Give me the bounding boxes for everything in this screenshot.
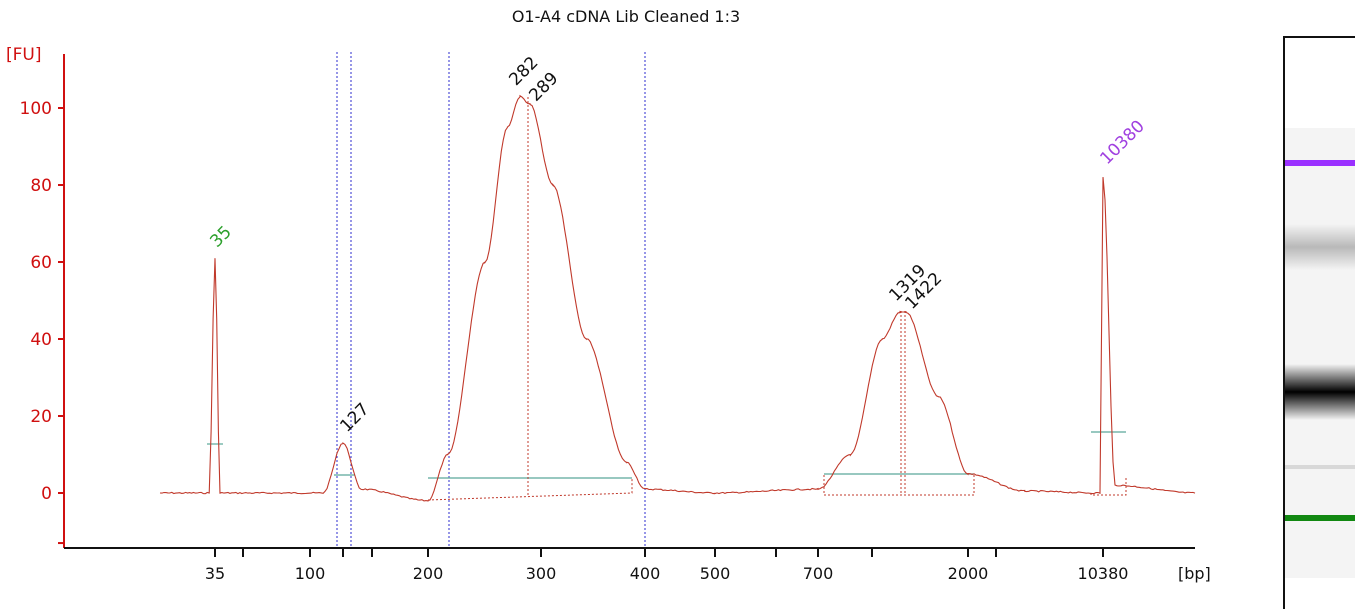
chart-title: O1-A4 cDNA Lib Cleaned 1:3: [512, 7, 740, 26]
x-tick-label: 200: [413, 564, 444, 583]
x-tick-label: 400: [630, 564, 661, 583]
gel-band: [1285, 515, 1355, 521]
peak-baselines: [207, 97, 1127, 501]
electropherogram-chart: O1-A4 cDNA Lib Cleaned 1:3 0 20 40 60 80 100 3…: [6, 7, 1211, 583]
region-markers: [336, 52, 646, 548]
peak-label: 35: [206, 222, 235, 251]
x-tick-label: 35: [205, 564, 225, 583]
peak-label-group: 10380: [1096, 116, 1148, 168]
y-tick-label: 60: [30, 253, 52, 273]
peak-label: 127: [336, 399, 373, 436]
x-tick-label: 2000: [948, 564, 989, 583]
axes: 0 20 40 60 80 100 35 100 200 300 400 500 700 2000 1038…: [20, 54, 1195, 583]
x-tick-label: 10380: [1078, 564, 1129, 583]
x-tick-label: 100: [295, 564, 326, 583]
peak-label: 10380: [1096, 116, 1148, 168]
y-tick-label: 40: [30, 330, 52, 350]
x-axis-label: [bp]: [1178, 564, 1211, 583]
integration-edge: [427, 478, 633, 501]
y-tick-label: 80: [30, 176, 52, 196]
fluorescence-trace: [159, 94, 1196, 502]
integration-edge: [1090, 478, 1127, 496]
x-tick-label: 500: [700, 564, 731, 583]
gel-band: [1285, 364, 1355, 420]
gel-band: [1285, 224, 1355, 270]
y-axis-label: [FU]: [6, 45, 42, 65]
peak-label-group: 127: [336, 399, 373, 436]
gel-band: [1285, 160, 1355, 166]
y-tick-label: 100: [20, 99, 52, 119]
integration-edge: [823, 474, 975, 496]
y-tick-label: 20: [30, 407, 52, 427]
x-tick-label: 700: [803, 564, 834, 583]
y-tick-label: 0: [41, 484, 52, 504]
gel-band: [1285, 465, 1355, 469]
gel-lane: [1285, 128, 1355, 578]
x-tick-label: 300: [526, 564, 557, 583]
peak-label-group: 35: [206, 222, 235, 251]
gel-image-panel: [1283, 36, 1355, 609]
